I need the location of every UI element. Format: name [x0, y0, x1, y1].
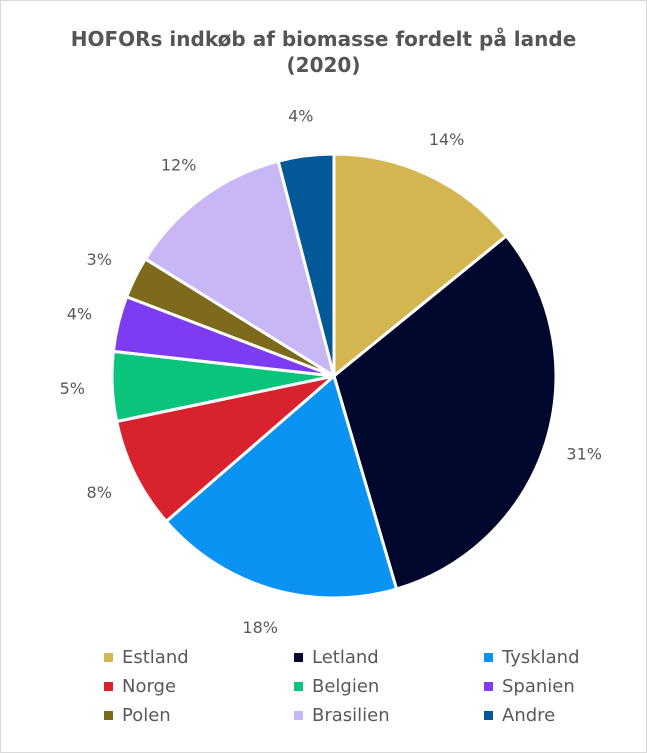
data-label-letland: 31% [566, 444, 602, 463]
legend-label-letland: Letland [312, 646, 379, 668]
pie-slice-letland [332, 234, 558, 591]
legend-swatch-polen [104, 710, 113, 720]
chart-title: HOFORs indkøb af biomasse fordelt på lan… [0, 26, 647, 78]
data-label-belgien: 5% [60, 379, 85, 398]
legend-item-andre: Andre [484, 703, 624, 727]
legend-swatch-norge [104, 681, 113, 691]
legend-swatch-belgien [294, 681, 303, 691]
data-label-estland: 14% [429, 130, 465, 149]
pie-slices [110, 152, 558, 600]
chart-title-line-2: (2020) [286, 53, 361, 77]
legend-item-letland: Letland [294, 645, 484, 669]
pie-slice-tyskland [164, 374, 399, 600]
legend-swatch-letland [294, 652, 303, 662]
legend-item-tyskland: Tyskland [484, 645, 624, 669]
chart-legend: Estland Letland Tyskland Norge Belgien Spanie… [104, 645, 624, 727]
data-label-norge: 8% [87, 483, 112, 502]
legend-label-polen: Polen [122, 704, 171, 726]
legend-swatch-andre [484, 710, 493, 720]
data-label-andre: 4% [288, 107, 313, 126]
data-label-polen: 3% [87, 250, 112, 269]
legend-label-belgien: Belgien [312, 675, 380, 697]
legend-item-spanien: Spanien [484, 674, 624, 698]
legend-label-brasilien: Brasilien [312, 704, 390, 726]
legend-item-polen: Polen [104, 703, 294, 727]
legend-item-brasilien: Brasilien [294, 703, 484, 727]
legend-swatch-brasilien [294, 710, 303, 720]
legend-swatch-estland [104, 652, 113, 662]
legend-item-estland: Estland [104, 645, 294, 669]
data-label-spanien: 4% [67, 305, 92, 324]
legend-item-belgien: Belgien [294, 674, 484, 698]
data-label-tyskland: 18% [242, 618, 278, 637]
chart-title-line-1: HOFORs indkøb af biomasse fordelt på lan… [70, 27, 577, 51]
legend-label-estland: Estland [122, 646, 189, 668]
legend-label-spanien: Spanien [502, 675, 575, 697]
legend-swatch-spanien [484, 681, 493, 691]
legend-label-norge: Norge [122, 675, 177, 697]
data-label-brasilien: 12% [161, 156, 197, 175]
pie-slice-brasilien [143, 159, 336, 378]
legend-label-tyskland: Tyskland [502, 646, 580, 668]
pie-slice-norge [115, 374, 336, 523]
pie-slice-andre [276, 152, 336, 378]
pie-data-labels: 14% 31% 18% 8% 5% 4% 3% 12% 4% [60, 107, 602, 637]
legend-label-andre: Andre [502, 704, 556, 726]
pie-slice-estland [332, 152, 508, 378]
legend-swatch-tyskland [484, 652, 493, 662]
legend-item-norge: Norge [104, 674, 294, 698]
